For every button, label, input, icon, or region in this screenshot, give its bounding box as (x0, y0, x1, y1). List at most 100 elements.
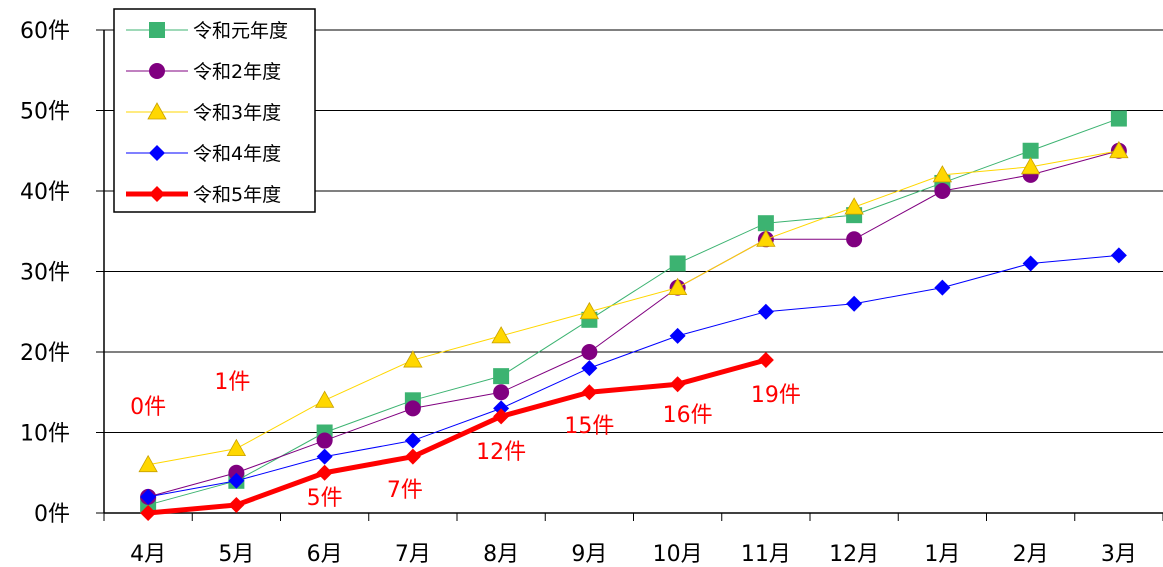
data-point (581, 384, 598, 401)
data-point (1020, 157, 1041, 175)
legend-label: 令和4年度 (193, 143, 281, 165)
series-line (148, 150, 1119, 466)
data-point (316, 448, 333, 465)
legend-label: 令和5年度 (193, 184, 281, 206)
series-line (148, 254, 1119, 498)
data-point (756, 229, 776, 247)
x-tick-label: 6月 (307, 542, 343, 567)
data-point (140, 505, 157, 521)
data-point (669, 255, 686, 272)
data-point (140, 488, 157, 505)
data-point (669, 327, 686, 344)
data-point (493, 368, 510, 385)
data-point (226, 438, 247, 457)
series-3 (138, 140, 1129, 473)
x-tick-label: 4月 (130, 542, 166, 567)
data-point (138, 454, 158, 473)
data-point (667, 277, 688, 296)
data-point (1110, 247, 1127, 264)
data-point (581, 360, 598, 377)
data-point (493, 408, 510, 425)
data-point (581, 344, 598, 360)
legend-marker (149, 186, 165, 202)
x-tick-label: 11月 (741, 542, 791, 567)
data-point (844, 197, 864, 215)
data-label: 5件 (307, 486, 343, 511)
series-line (147, 357, 767, 516)
y-tick-label: 0件 (34, 502, 70, 527)
data-point (1022, 142, 1039, 159)
series-5 (140, 352, 774, 521)
data-label: 1件 (214, 370, 250, 395)
data-point (934, 183, 951, 199)
y-tick-label: 60件 (20, 19, 70, 44)
x-tick-label: 1月 (924, 542, 960, 567)
data-point (669, 376, 686, 393)
legend-marker (149, 145, 165, 161)
data-point (403, 350, 423, 368)
data-point (228, 496, 245, 513)
data-point (491, 326, 511, 344)
data-point (316, 432, 333, 449)
x-tick-label: 5月 (218, 542, 254, 567)
data-point (493, 384, 510, 401)
data-point (1109, 140, 1129, 159)
y-tick-label: 30件 (20, 261, 70, 286)
series-lines (138, 110, 1129, 521)
data-point (404, 400, 421, 417)
data-point (314, 390, 335, 408)
data-point (757, 352, 774, 369)
x-tick-label: 3月 (1101, 542, 1137, 567)
y-tick-label: 10件 (20, 422, 70, 447)
x-tick-label: 9月 (571, 542, 607, 567)
data-point (316, 464, 333, 481)
data-label: 12件 (476, 440, 526, 465)
x-tick-label: 12月 (829, 542, 879, 567)
data-label: 15件 (564, 414, 614, 439)
data-labels: 0件 1件 5件 7件 12件 15件 16件 19件 (130, 370, 801, 511)
y-tick-label: 50件 (20, 100, 70, 125)
data-label: 7件 (387, 478, 423, 503)
series-4 (140, 247, 1127, 505)
legend-item: 令和2年度 (126, 61, 281, 83)
series-line (147, 150, 1120, 498)
x-tick-label: 2月 (1013, 542, 1049, 567)
data-point (1022, 255, 1039, 272)
data-point (1110, 110, 1127, 127)
legend-label: 令和3年度 (193, 102, 281, 124)
y-tick-label: 40件 (20, 180, 70, 205)
data-point (757, 215, 774, 232)
legend-label: 令和2年度 (193, 61, 281, 83)
data-point (934, 279, 951, 296)
data-point (404, 448, 421, 465)
data-label: 16件 (663, 403, 713, 428)
x-tick-label: 8月 (483, 542, 519, 567)
x-axis-ticks: 4月 5月 6月 7月 8月 9月 10月 11月 12月 1月 2月 3月 (130, 542, 1137, 567)
legend-item: 令和3年度 (126, 102, 281, 124)
data-point (579, 301, 600, 320)
legend-box (113, 8, 316, 213)
data-point (228, 472, 245, 489)
legend-label: 令和元年度 (193, 20, 288, 42)
legend-marker (149, 63, 165, 79)
data-point (493, 400, 510, 417)
data-point (757, 303, 774, 320)
legend-item: 令和5年度 (126, 184, 281, 206)
x-tick-label: 7月 (395, 542, 431, 567)
series-line (147, 118, 1120, 506)
data-point (404, 432, 421, 449)
data-label: 0件 (130, 395, 166, 420)
x-tick-label: 10月 (653, 542, 703, 567)
legend-marker (149, 22, 165, 38)
legend-item: 令和元年度 (126, 20, 288, 42)
data-point (228, 464, 245, 481)
y-tick-label: 20件 (20, 341, 70, 366)
legend-marker (147, 102, 167, 120)
legend-item: 令和4年度 (126, 143, 281, 165)
data-point (932, 165, 953, 183)
data-label: 19件 (751, 383, 801, 408)
data-point (846, 295, 863, 312)
y-axis-ticks: 0件 10件 20件 30件 40件 50件 60件 (20, 19, 70, 527)
